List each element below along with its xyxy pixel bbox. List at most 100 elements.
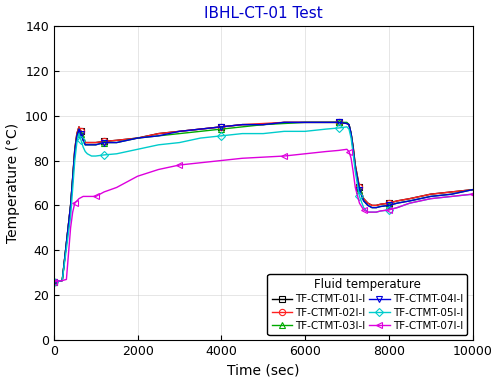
- TF-CTMT-01I-I: [346, 122, 352, 127]
- TF-CTMT-02I-I: [449, 190, 455, 194]
- TF-CTMT-04I-I: [68, 203, 74, 208]
- TF-CTMT-05I-I: [239, 131, 245, 136]
- Legend: TF-CTMT-01I-I, TF-CTMT-02I-I, TF-CTMT-03I-I, TF-CTMT-04I-I, TF-CTMT-05I-I, TF-CT: TF-CTMT-01I-I, TF-CTMT-02I-I, TF-CTMT-03…: [267, 274, 467, 335]
- Line: TF-CTMT-03I-I: TF-CTMT-03I-I: [51, 119, 476, 285]
- X-axis label: Time (sec): Time (sec): [227, 363, 299, 377]
- TF-CTMT-03I-I: [377, 204, 383, 209]
- TF-CTMT-01I-I: [361, 196, 367, 201]
- TF-CTMT-04I-I: [449, 192, 455, 196]
- TF-CTMT-04I-I: [373, 205, 379, 210]
- TF-CTMT-04I-I: [407, 199, 413, 203]
- TF-CTMT-05I-I: [89, 154, 95, 158]
- TF-CTMT-02I-I: [365, 201, 371, 205]
- Title: IBHL-CT-01 Test: IBHL-CT-01 Test: [204, 6, 323, 21]
- TF-CTMT-02I-I: [302, 120, 308, 125]
- TF-CTMT-01I-I: [101, 139, 107, 144]
- TF-CTMT-04I-I: [155, 134, 161, 138]
- TF-CTMT-07I-I: [70, 210, 76, 214]
- TF-CTMT-03I-I: [72, 149, 78, 154]
- TF-CTMT-03I-I: [470, 187, 476, 192]
- TF-CTMT-02I-I: [89, 140, 95, 145]
- TF-CTMT-02I-I: [82, 140, 88, 145]
- TF-CTMT-02I-I: [84, 140, 90, 145]
- TF-CTMT-07I-I: [348, 156, 354, 160]
- TF-CTMT-03I-I: [373, 205, 379, 210]
- TF-CTMT-03I-I: [155, 134, 161, 138]
- TF-CTMT-03I-I: [59, 278, 65, 283]
- TF-CTMT-05I-I: [352, 169, 358, 174]
- TF-CTMT-02I-I: [361, 196, 367, 201]
- TF-CTMT-01I-I: [68, 203, 74, 208]
- TF-CTMT-07I-I: [89, 194, 95, 199]
- TF-CTMT-02I-I: [68, 203, 74, 208]
- TF-CTMT-03I-I: [449, 192, 455, 196]
- TF-CTMT-01I-I: [197, 127, 203, 131]
- TF-CTMT-02I-I: [357, 185, 363, 190]
- TF-CTMT-07I-I: [72, 201, 78, 205]
- TF-CTMT-02I-I: [155, 131, 161, 136]
- TF-CTMT-02I-I: [369, 203, 375, 208]
- TF-CTMT-04I-I: [323, 120, 329, 125]
- TF-CTMT-05I-I: [394, 205, 400, 210]
- TF-CTMT-03I-I: [76, 127, 82, 131]
- TF-CTMT-02I-I: [197, 127, 203, 131]
- TF-CTMT-02I-I: [76, 124, 82, 129]
- TF-CTMT-01I-I: [344, 121, 350, 126]
- TF-CTMT-05I-I: [80, 145, 86, 149]
- TF-CTMT-05I-I: [74, 140, 80, 145]
- TF-CTMT-01I-I: [134, 136, 140, 141]
- TF-CTMT-05I-I: [386, 208, 392, 212]
- TF-CTMT-07I-I: [369, 210, 375, 214]
- TF-CTMT-01I-I: [260, 122, 266, 127]
- TF-CTMT-04I-I: [394, 201, 400, 205]
- TF-CTMT-03I-I: [197, 129, 203, 134]
- TF-CTMT-05I-I: [407, 201, 413, 205]
- TF-CTMT-04I-I: [134, 136, 140, 141]
- TF-CTMT-05I-I: [260, 131, 266, 136]
- TF-CTMT-03I-I: [346, 122, 352, 127]
- TF-CTMT-07I-I: [51, 279, 57, 284]
- TF-CTMT-01I-I: [74, 131, 80, 136]
- TF-CTMT-07I-I: [176, 163, 182, 167]
- TF-CTMT-05I-I: [344, 124, 350, 129]
- TF-CTMT-02I-I: [72, 147, 78, 152]
- TF-CTMT-07I-I: [114, 185, 120, 190]
- TF-CTMT-01I-I: [84, 140, 90, 145]
- TF-CTMT-01I-I: [82, 140, 88, 145]
- TF-CTMT-04I-I: [78, 131, 84, 136]
- TF-CTMT-07I-I: [80, 194, 86, 199]
- TF-CTMT-03I-I: [89, 142, 95, 147]
- TF-CTMT-04I-I: [428, 194, 434, 199]
- TF-CTMT-03I-I: [323, 120, 329, 125]
- TF-CTMT-04I-I: [348, 131, 354, 136]
- TF-CTMT-04I-I: [357, 187, 363, 192]
- TF-CTMT-03I-I: [407, 199, 413, 203]
- TF-CTMT-05I-I: [155, 142, 161, 147]
- TF-CTMT-03I-I: [357, 187, 363, 192]
- TF-CTMT-07I-I: [377, 209, 383, 213]
- TF-CTMT-02I-I: [101, 139, 107, 144]
- TF-CTMT-01I-I: [336, 120, 342, 125]
- TF-CTMT-02I-I: [260, 121, 266, 126]
- TF-CTMT-07I-I: [407, 201, 413, 205]
- TF-CTMT-07I-I: [197, 160, 203, 165]
- TF-CTMT-03I-I: [134, 136, 140, 141]
- TF-CTMT-07I-I: [63, 277, 69, 282]
- TF-CTMT-01I-I: [369, 203, 375, 208]
- TF-CTMT-02I-I: [218, 124, 224, 129]
- Line: TF-CTMT-07I-I: TF-CTMT-07I-I: [51, 146, 476, 285]
- TF-CTMT-02I-I: [51, 279, 57, 284]
- TF-CTMT-01I-I: [72, 147, 78, 152]
- TF-CTMT-03I-I: [369, 205, 375, 210]
- TF-CTMT-01I-I: [357, 185, 363, 190]
- TF-CTMT-02I-I: [59, 278, 65, 283]
- TF-CTMT-05I-I: [357, 194, 363, 199]
- TF-CTMT-03I-I: [260, 122, 266, 127]
- TF-CTMT-01I-I: [93, 140, 99, 145]
- TF-CTMT-03I-I: [302, 120, 308, 125]
- TF-CTMT-04I-I: [76, 127, 82, 131]
- TF-CTMT-02I-I: [93, 140, 99, 145]
- TF-CTMT-01I-I: [51, 279, 57, 284]
- TF-CTMT-01I-I: [155, 131, 161, 136]
- TF-CTMT-05I-I: [68, 214, 74, 219]
